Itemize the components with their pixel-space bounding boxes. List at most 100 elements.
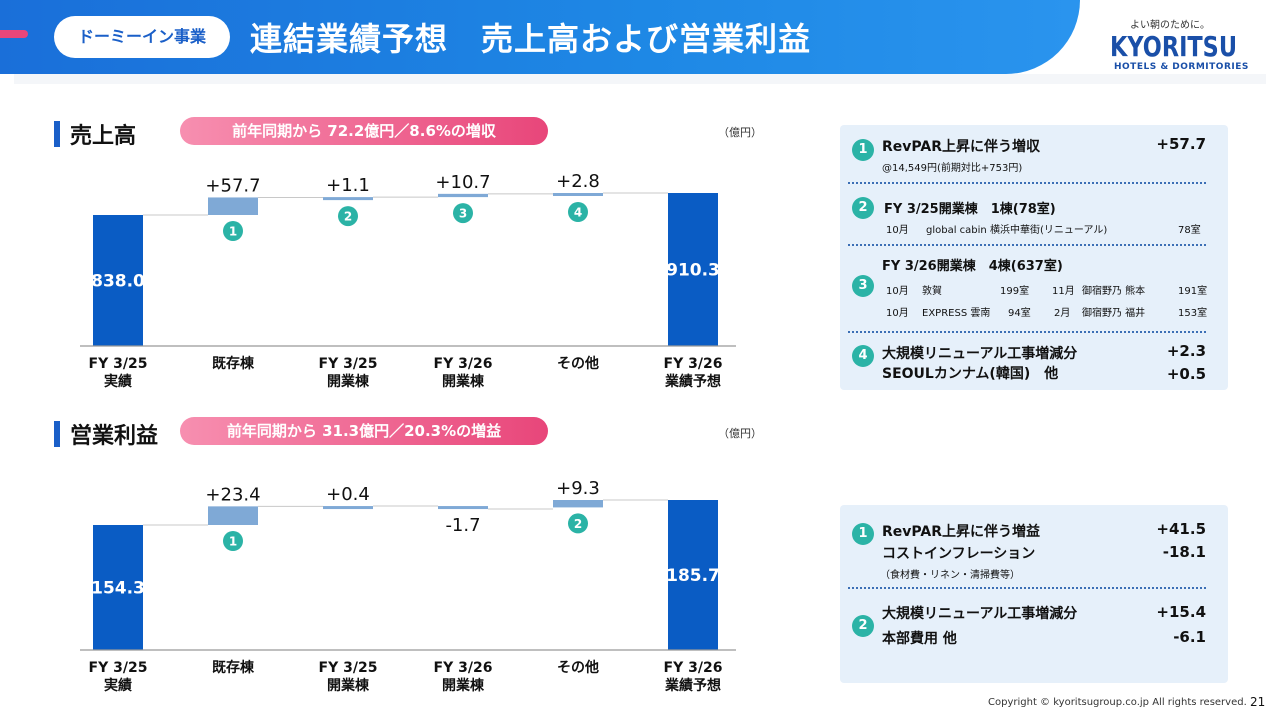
note-row-name: global cabin 横浜中華街(リニューアル) [926,225,1108,236]
category-label: FY 3/25 [89,356,148,372]
category-label: 実績 [104,373,132,390]
note-value: +15.4 [1156,603,1206,621]
note-title: FY 3/25開業棟 1棟(78室) [884,202,1056,217]
note-row-month: 10月 [886,225,909,236]
bar-6 [668,193,718,346]
marker-number: 2 [344,210,352,224]
note-row-rooms: 78室 [1178,225,1201,236]
note-row-name: 敦賀 [922,286,942,297]
heading-bar [54,421,60,447]
note-row-month: 10月 [886,286,909,297]
note-value: +57.7 [1156,135,1206,153]
sales-notes-box: 1 RevPAR上昇に伴う増収 +57.7 @14,549円(前期対比+753円… [840,125,1228,390]
divider [848,182,1206,184]
page-number: 21 [1250,695,1266,709]
bars: 154.3 +23.4 1 +0.4 -1.7 +9.3 2 185.7 [91,478,720,650]
category-label: FY 3/26 [434,356,493,372]
category-label: 既存棟 [212,355,255,372]
note-row-name: 御宿野乃 熊本 [1082,286,1146,297]
value-label: +9.3 [556,478,600,499]
profit-growth-badge: 前年同期から 31.3億円／20.3%の増益 [180,417,548,445]
category-label: 業績予想 [664,677,721,694]
sales-title: 売上高 [70,124,137,149]
logo-tagline: よい朝のために。 [1130,20,1210,31]
sales-unit: （億円） [718,126,762,139]
bars: 838.0 +57.7 1 +1.1 2 +10.7 3 +2.8 4 910.3 [91,171,720,346]
page-title: 連結業績予想 売上高および営業利益 [250,20,812,58]
accent-tick [0,30,28,38]
category-label: 開業棟 [442,677,485,694]
bar-6 [668,500,718,650]
bar-1 [93,215,143,346]
bar-2 [208,506,258,525]
category-label: その他 [557,355,599,372]
note-marker-2: 2 [852,615,874,637]
sales-heading: 売上高 [54,118,136,150]
category-label: FY 3/26 [434,660,493,676]
note-title: 大規模リニューアル工事増減分 [882,606,1078,622]
note-title: RevPAR上昇に伴う増収 [882,139,1040,155]
note-marker-4: 4 [852,345,874,367]
note-row-rooms: 153室 [1178,308,1208,319]
note-row-rooms: 94室 [1008,308,1031,319]
category-label: FY 3/25 [89,660,148,676]
profit-heading: 営業利益 [54,418,158,450]
note-value: +0.5 [1166,365,1206,383]
category-label: 既存棟 [212,659,255,676]
profit-unit: （億円） [718,427,762,440]
value-label: +23.4 [205,484,260,505]
bar-4 [438,506,488,510]
value-label: +10.7 [435,172,490,193]
copyright: Copyright © kyoritsugroup.co.jp All righ… [988,697,1247,708]
note-row-name: EXPRESS 雲南 [922,308,991,319]
marker-number: 1 [229,535,237,549]
section-label: ドーミーイン事業 [54,16,230,58]
note-value: +2.3 [1166,342,1206,360]
value-label: +1.1 [326,175,370,196]
category-label: 開業棟 [442,373,485,390]
profit-notes-box: 1 RevPAR上昇に伴う増益 +41.5 コストインフレーション -18.1 … [840,505,1228,683]
note-sub: @14,549円(前期対比+753円) [882,163,1023,174]
value-label: -1.7 [445,515,480,536]
marker-circle [223,221,243,241]
bar-1 [93,525,143,650]
bar-2 [208,197,258,215]
note-marker-3: 3 [852,275,874,297]
note-row-name: 御宿野乃 福井 [1082,308,1146,319]
note-row-month: 10月 [886,308,909,319]
category-label: 業績予想 [664,373,721,390]
category-label: FY 3/26 [664,356,723,372]
category-label: 実績 [104,677,132,694]
logo-name: KYORITSU [1110,30,1238,63]
marker-circle [568,202,588,222]
category-label: FY 3/26 [664,660,723,676]
category-label: 開業棟 [327,677,370,694]
note-value: -6.1 [1173,628,1206,646]
note-row-month: 11月 [1052,286,1075,297]
note-title: FY 3/26開業棟 4棟(637室) [882,259,1063,274]
marker-number: 3 [459,207,467,221]
note-sub: （食材費・リネン・清掃費等） [880,570,1020,581]
marker-circle [338,206,358,227]
divider [848,244,1206,246]
note-row-rooms: 199室 [1000,286,1030,297]
note-value: +41.5 [1156,520,1206,538]
marker-circle [223,531,243,551]
note-marker-1: 1 [852,139,874,161]
value-label: 838.0 [91,272,145,292]
marker-circle [568,513,588,534]
marker-circle [453,203,473,224]
bar-3 [323,506,373,510]
note-title: コストインフレーション [882,546,1036,562]
profit-title: 営業利益 [70,424,159,449]
note-title: SEOULカンナム(韓国) 他 [882,366,1059,382]
bar-5 [553,193,603,196]
value-label: +57.7 [205,175,260,196]
note-title: 本部費用 他 [882,631,957,647]
marker-number: 4 [574,206,582,220]
category-label: その他 [557,659,599,676]
value-label: 910.3 [666,261,720,281]
category-label: FY 3/25 [319,356,378,372]
note-row-month: 2月 [1054,308,1071,319]
